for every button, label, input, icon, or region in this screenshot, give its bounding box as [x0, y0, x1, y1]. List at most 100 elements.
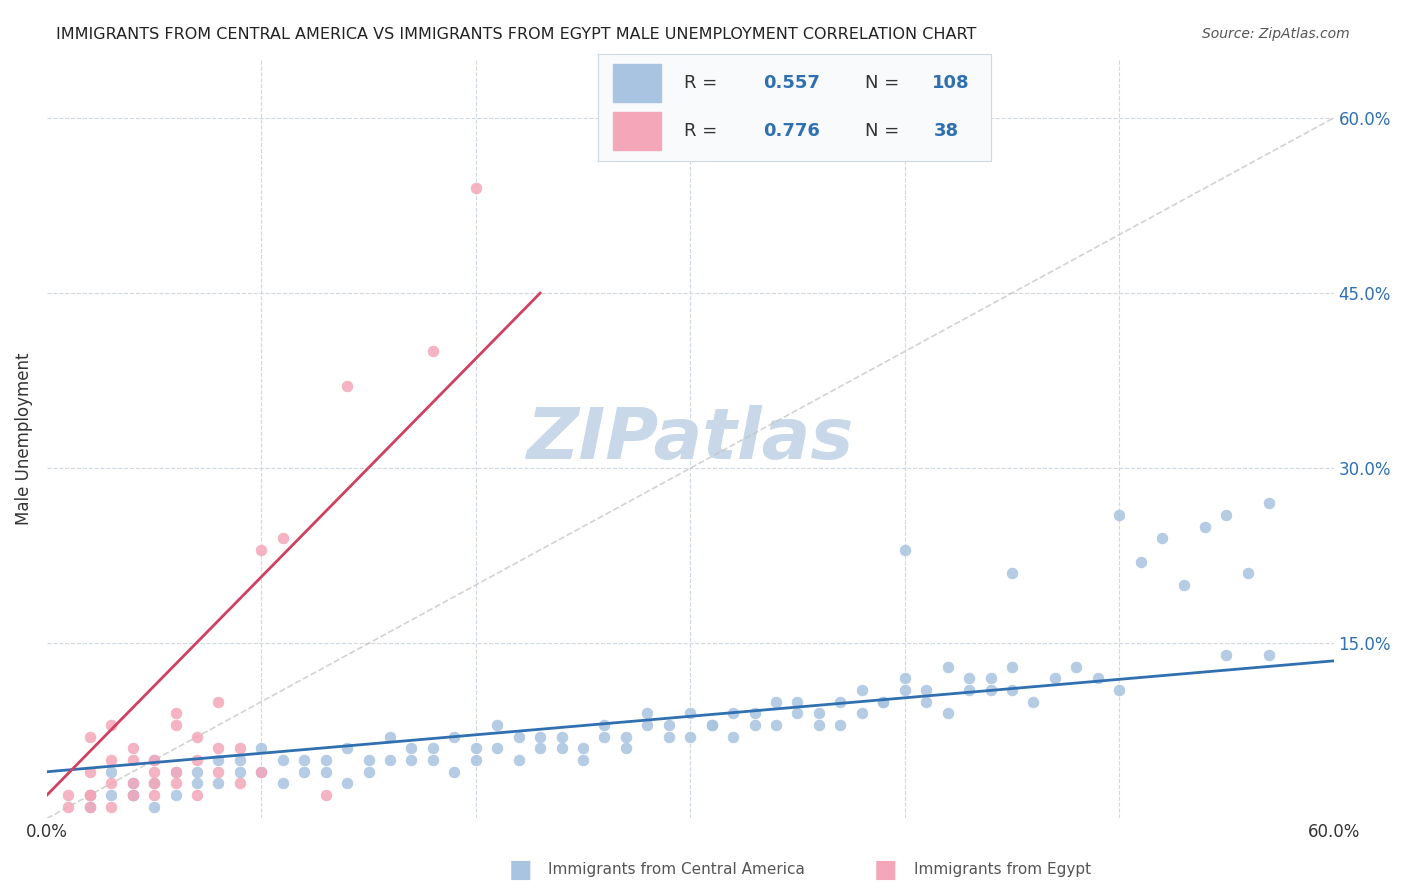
- Point: [143, 776, 166, 790]
- Point: [464, 753, 486, 767]
- Point: [979, 683, 1001, 698]
- Point: [957, 671, 980, 685]
- Point: [336, 379, 359, 393]
- Point: [422, 741, 444, 756]
- Text: ZIPatlas: ZIPatlas: [527, 405, 853, 474]
- Point: [186, 730, 208, 744]
- Point: [464, 181, 486, 195]
- Y-axis label: Male Unemployment: Male Unemployment: [15, 352, 32, 525]
- Point: [271, 753, 294, 767]
- Point: [207, 741, 229, 756]
- Point: [165, 788, 187, 802]
- Point: [614, 730, 637, 744]
- Text: ■: ■: [509, 858, 531, 881]
- Point: [357, 753, 380, 767]
- Point: [614, 741, 637, 756]
- Point: [250, 764, 273, 779]
- Point: [79, 799, 101, 814]
- Point: [121, 753, 143, 767]
- Point: [1001, 683, 1024, 698]
- Point: [786, 706, 808, 721]
- Point: [229, 764, 252, 779]
- Point: [936, 659, 959, 673]
- Text: R =: R =: [685, 75, 723, 93]
- Text: 0.557: 0.557: [763, 75, 820, 93]
- Point: [508, 730, 530, 744]
- Point: [679, 730, 702, 744]
- FancyBboxPatch shape: [613, 64, 661, 102]
- Point: [1022, 695, 1045, 709]
- Point: [79, 799, 101, 814]
- Point: [1129, 555, 1152, 569]
- Point: [401, 741, 423, 756]
- Point: [143, 753, 166, 767]
- Point: [957, 683, 980, 698]
- Point: [100, 788, 122, 802]
- Point: [443, 730, 465, 744]
- Point: [486, 741, 509, 756]
- Point: [271, 531, 294, 545]
- Point: [572, 753, 595, 767]
- Point: [100, 799, 122, 814]
- Point: [1215, 508, 1237, 522]
- Point: [658, 718, 681, 732]
- Point: [100, 718, 122, 732]
- Point: [851, 683, 873, 698]
- Point: [271, 776, 294, 790]
- Point: [679, 706, 702, 721]
- Point: [121, 741, 143, 756]
- Point: [165, 764, 187, 779]
- Point: [1001, 566, 1024, 581]
- Point: [250, 543, 273, 558]
- Point: [893, 683, 915, 698]
- Point: [357, 764, 380, 779]
- Point: [143, 799, 166, 814]
- Point: [486, 718, 509, 732]
- Text: Immigrants from Egypt: Immigrants from Egypt: [914, 863, 1091, 877]
- Point: [143, 764, 166, 779]
- Point: [893, 543, 915, 558]
- Point: [292, 753, 315, 767]
- Point: [830, 695, 852, 709]
- Point: [851, 706, 873, 721]
- Point: [121, 788, 143, 802]
- Point: [1258, 648, 1281, 662]
- Point: [58, 788, 80, 802]
- Point: [58, 799, 80, 814]
- Point: [100, 776, 122, 790]
- Point: [79, 730, 101, 744]
- Point: [165, 764, 187, 779]
- Point: [593, 718, 616, 732]
- Point: [100, 753, 122, 767]
- Point: [508, 753, 530, 767]
- Text: 108: 108: [932, 75, 970, 93]
- Point: [121, 788, 143, 802]
- Point: [765, 718, 787, 732]
- Point: [1043, 671, 1066, 685]
- Point: [250, 741, 273, 756]
- Text: N =: N =: [865, 75, 905, 93]
- Point: [165, 706, 187, 721]
- Point: [229, 776, 252, 790]
- Text: R =: R =: [685, 121, 723, 139]
- Point: [915, 695, 938, 709]
- Point: [550, 741, 572, 756]
- Point: [1087, 671, 1109, 685]
- Point: [1108, 508, 1130, 522]
- Point: [79, 788, 101, 802]
- Point: [121, 776, 143, 790]
- Point: [207, 695, 229, 709]
- Point: [336, 741, 359, 756]
- Text: ■: ■: [875, 858, 897, 881]
- Point: [807, 706, 830, 721]
- Point: [292, 764, 315, 779]
- Point: [1215, 648, 1237, 662]
- Point: [79, 764, 101, 779]
- Point: [207, 764, 229, 779]
- Point: [186, 788, 208, 802]
- Text: Source: ZipAtlas.com: Source: ZipAtlas.com: [1202, 27, 1350, 41]
- Point: [936, 706, 959, 721]
- Point: [422, 344, 444, 359]
- Point: [100, 764, 122, 779]
- Point: [700, 718, 723, 732]
